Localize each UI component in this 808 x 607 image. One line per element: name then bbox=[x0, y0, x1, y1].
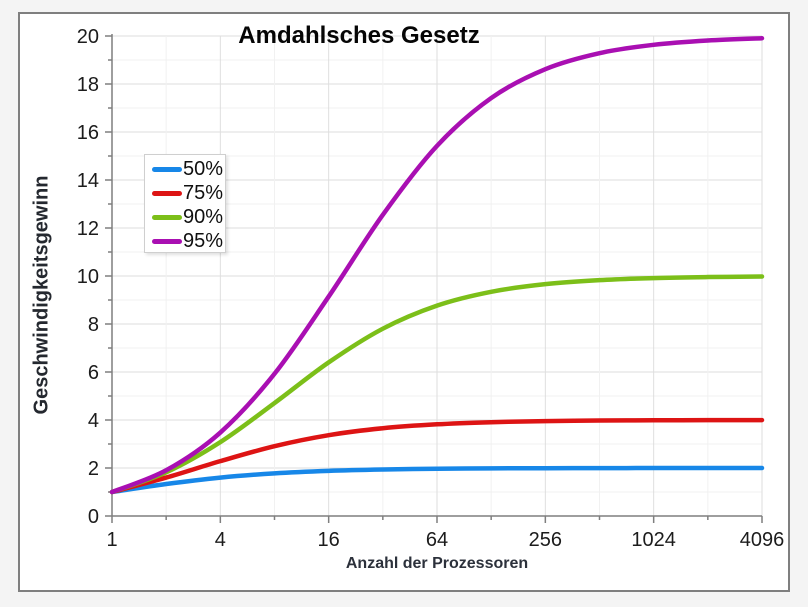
legend-item: 95% bbox=[152, 229, 225, 253]
y-tick-label: 8 bbox=[88, 314, 99, 336]
chart-container: Amdahlsches Gesetz Geschwindigkeitsgewin… bbox=[18, 12, 790, 592]
x-tick-label: 1 bbox=[106, 529, 117, 551]
y-tick-label: 10 bbox=[77, 266, 99, 288]
y-axis-title: Geschwindigkeitsgewinn bbox=[30, 175, 53, 415]
x-tick-label: 64 bbox=[426, 529, 448, 551]
legend-item: 50% bbox=[152, 157, 225, 181]
y-tick-label: 16 bbox=[77, 122, 99, 144]
legend-label: 50% bbox=[183, 158, 224, 180]
legend-label: 90% bbox=[183, 206, 224, 228]
series-curve-50% bbox=[109, 465, 765, 495]
y-tick-label: 0 bbox=[88, 506, 99, 528]
y-tick-label: 18 bbox=[77, 74, 99, 96]
series-curve-95% bbox=[109, 35, 765, 495]
series-curve-75% bbox=[109, 417, 765, 495]
x-tick-label: 16 bbox=[318, 529, 340, 551]
y-tick-label: 20 bbox=[77, 26, 99, 48]
legend-color-swatch bbox=[152, 190, 182, 196]
y-tick-label: 2 bbox=[88, 458, 99, 480]
legend-color-swatch bbox=[152, 166, 182, 172]
legend-label: 95% bbox=[183, 230, 224, 252]
series-curve-90% bbox=[109, 274, 765, 495]
legend-item: 90% bbox=[152, 205, 225, 229]
y-tick-label: 6 bbox=[88, 362, 99, 384]
legend: 50% 75% 90% 95% bbox=[144, 154, 226, 253]
legend-color-swatch bbox=[152, 238, 182, 244]
y-tick-label: 12 bbox=[77, 218, 99, 240]
x-tick-label: 4096 bbox=[740, 529, 785, 551]
chart-title: Amdahlsches Gesetz bbox=[238, 22, 480, 49]
legend-item: 75% bbox=[152, 181, 225, 205]
legend-label: 75% bbox=[183, 182, 224, 204]
x-tick-label: 1024 bbox=[631, 529, 676, 551]
legend-color-swatch bbox=[152, 214, 182, 220]
x-tick-label: 256 bbox=[529, 529, 562, 551]
x-tick-label: 4 bbox=[215, 529, 226, 551]
x-axis-title: Anzahl der Prozessoren bbox=[345, 555, 529, 572]
y-tick-label: 14 bbox=[77, 170, 99, 192]
y-tick-label: 4 bbox=[88, 410, 99, 432]
